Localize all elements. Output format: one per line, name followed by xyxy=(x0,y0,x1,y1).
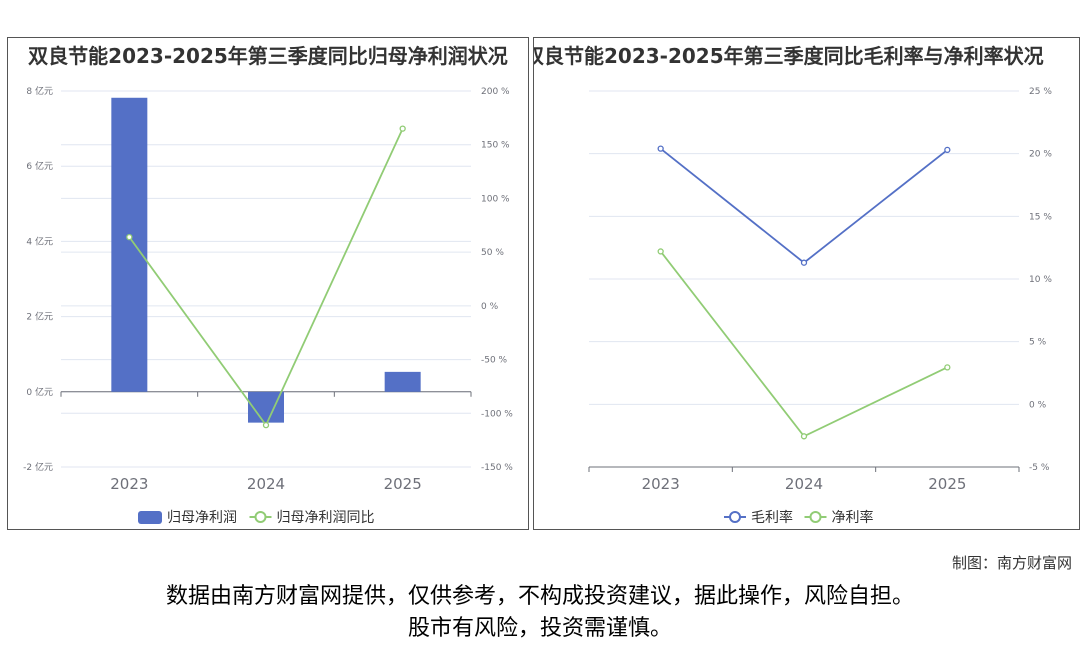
data-point xyxy=(944,146,951,154)
credit: 制图：南方财富网 xyxy=(951,554,1072,572)
data-point xyxy=(800,259,808,266)
chart-title: 双良节能2023-2025年第三季度同比归母净利润状况 xyxy=(28,44,508,68)
y-right-tick-label: 0 % xyxy=(1029,400,1047,410)
y-left-tick-label: 2 亿元 xyxy=(26,311,53,323)
y-right-tick-label: 15 % xyxy=(1029,212,1052,222)
data-point xyxy=(657,248,664,255)
legend-circle-icon xyxy=(254,511,267,523)
y-right-tick-label: 25 % xyxy=(1029,87,1052,97)
data-point xyxy=(657,145,664,152)
legend-label: 归母净利润同比 xyxy=(277,509,375,526)
y-right-tick-label: 200 % xyxy=(481,87,510,97)
x-tick-label: 2025 xyxy=(928,475,966,493)
data-point xyxy=(126,233,133,241)
legend-label: 净利率 xyxy=(832,509,874,526)
legend-circle-icon xyxy=(809,511,822,523)
y-right-tick-label: 50 % xyxy=(481,248,504,258)
y-right-tick-label: -50 % xyxy=(481,356,508,366)
series-line xyxy=(128,128,404,427)
y-right-tick-label: 0 % xyxy=(481,302,499,312)
legend-bar-icon xyxy=(138,511,162,524)
net-profit-chart: 双良节能2023-2025年第三季度同比归母净利润状况 200 % 150 % 10… xyxy=(7,37,529,530)
margin-chart: 双良节能2023-2025年第三季度同比毛利率与净利率状况 25 % 20 % 15… xyxy=(533,37,1080,530)
x-tick-label: 2024 xyxy=(247,475,285,493)
series-line xyxy=(660,147,948,264)
x-tick-label: 2025 xyxy=(384,475,422,493)
x-tick-label: 2023 xyxy=(642,475,680,493)
bar xyxy=(111,97,148,392)
y-left-tick-label: 6 亿元 xyxy=(26,160,53,172)
chart-svg: 200 % 150 % 100 % 50 % 0 % -50 % -100 % -150 % 8… xyxy=(23,85,513,526)
data-point xyxy=(399,125,406,132)
y-right-tick-label: 20 % xyxy=(1029,150,1052,160)
x-tick-label: 2024 xyxy=(785,475,823,493)
legend-label: 归母净利润 xyxy=(167,509,237,526)
y-right-tick-label: 150 % xyxy=(481,141,510,151)
y-right-tick-label: -150 % xyxy=(481,463,513,473)
y-right-tick-label: -5 % xyxy=(1029,463,1050,473)
disclaimer-line: 股市有风险，投资需谨慎。 xyxy=(407,616,672,641)
legend-circle-icon xyxy=(729,511,741,523)
disclaimer-line: 数据由南方财富网提供，仅供参考，不构成投资建议，据此操作，风险自担。 xyxy=(165,584,914,609)
y-left-tick-label: -2 亿元 xyxy=(23,461,53,473)
y-left-tick-label: 4 亿元 xyxy=(26,235,53,247)
x-tick-label: 2023 xyxy=(110,475,148,493)
y-left-tick-label: 8 亿元 xyxy=(26,85,53,97)
y-right-tick-label: -100 % xyxy=(481,409,513,419)
data-point xyxy=(262,421,270,429)
chart-svg: 25 % 20 % 15 % 10 % 5 % 0 % -5 % 2023 2024 2025 毛利… xyxy=(588,87,1052,526)
y-right-tick-label: 5 % xyxy=(1029,338,1047,348)
data-point xyxy=(800,433,808,440)
y-left-tick-label: 0 亿元 xyxy=(26,386,53,398)
bar xyxy=(384,371,421,392)
y-right-tick-label: 10 % xyxy=(1029,275,1052,285)
legend-label: 毛利率 xyxy=(751,509,793,526)
data-point xyxy=(944,364,951,371)
y-right-tick-label: 100 % xyxy=(481,194,510,204)
chart-title: 双良节能2023-2025年第三季度同比毛利率与净利率状况 xyxy=(533,44,1044,68)
